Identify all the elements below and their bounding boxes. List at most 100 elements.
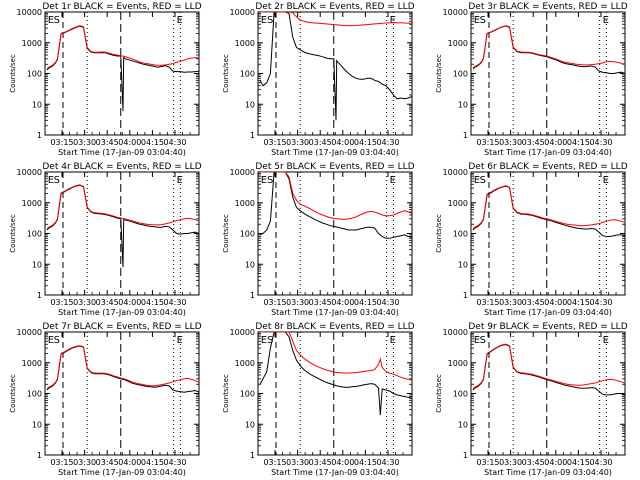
x-tick-label: 03:30 bbox=[499, 458, 522, 467]
x-tick-label: 03:30 bbox=[286, 458, 309, 467]
y-axis-label: Counts/sec bbox=[222, 214, 230, 253]
panel-title: Det 4r BLACK = Events, RED = LLD bbox=[42, 162, 201, 172]
detector-panel: Det 2r BLACK = Events, RED = LLD 1 10 100 10… bbox=[222, 2, 415, 157]
panel-title: Det 9r BLACK = Events, RED = LLD bbox=[468, 322, 627, 332]
x-tick-label: 03:30 bbox=[286, 138, 309, 147]
panel-title: Det 7r BLACK = Events, RED = LLD bbox=[42, 322, 201, 332]
series-line-lld bbox=[260, 172, 412, 220]
y-tick-label: 100 bbox=[453, 230, 468, 239]
x-axis-label: Start Time (17-Jan-09 03:04:40) bbox=[58, 308, 186, 317]
y-tick-label: 1 bbox=[463, 451, 468, 460]
panel-title: Det 6r BLACK = Events, RED = LLD bbox=[468, 162, 627, 172]
x-tick-label: 04:30 bbox=[163, 298, 186, 307]
series-line-events bbox=[46, 184, 199, 268]
series-line-lld bbox=[260, 12, 412, 27]
x-tick-label: 03:15 bbox=[50, 138, 73, 147]
x-tick-label: 04:30 bbox=[163, 458, 186, 467]
panel-title: Det 2r BLACK = Events, RED = LLD bbox=[255, 2, 414, 12]
y-tick-label: 1 bbox=[37, 291, 42, 300]
panel-title: Det 1r BLACK = Events, RED = LLD bbox=[42, 2, 201, 12]
y-tick-label: 100 bbox=[453, 390, 468, 399]
attenuator-annotation: S bbox=[480, 335, 486, 346]
x-tick-label: 04:00 bbox=[118, 138, 141, 147]
series-line-lld bbox=[46, 345, 199, 390]
attenuator-annotation: E bbox=[48, 15, 54, 26]
y-tick-label: 10 bbox=[32, 100, 42, 109]
y-tick-label: 1 bbox=[250, 451, 255, 460]
y-tick-label: 10 bbox=[458, 100, 468, 109]
x-tick-label: 03:15 bbox=[50, 458, 73, 467]
y-axis-label: Counts/sec bbox=[9, 374, 17, 413]
x-tick-label: 04:15 bbox=[354, 298, 377, 307]
y-tick-label: 100 bbox=[240, 70, 255, 79]
y-tick-label: 1000 bbox=[22, 199, 42, 208]
series-line-lld bbox=[260, 332, 412, 381]
panel-title: Det 3r BLACK = Events, RED = LLD bbox=[468, 2, 627, 12]
series-line-lld bbox=[472, 25, 625, 69]
y-tick-label: 10 bbox=[32, 420, 42, 429]
panel-title: Det 5r BLACK = Events, RED = LLD bbox=[255, 162, 414, 172]
y-tick-label: 10 bbox=[32, 260, 42, 269]
attenuator-annotation: E bbox=[474, 175, 480, 186]
x-tick-label: 04:00 bbox=[331, 458, 354, 467]
series-line-lld bbox=[46, 184, 199, 230]
y-tick-label: 10000 bbox=[17, 8, 42, 17]
x-axis-label: Start Time (17-Jan-09 03:04:40) bbox=[484, 308, 612, 317]
y-tick-label: 100 bbox=[27, 70, 42, 79]
x-tick-label: 03:45 bbox=[96, 458, 119, 467]
series-line-events bbox=[259, 332, 412, 416]
x-tick-label: 03:45 bbox=[96, 138, 119, 147]
y-tick-label: 100 bbox=[27, 230, 42, 239]
x-tick-label: 04:00 bbox=[118, 458, 141, 467]
y-tick-label: 1 bbox=[37, 131, 42, 140]
x-tick-label: 04:15 bbox=[567, 138, 590, 147]
attenuator-annotation: S bbox=[54, 335, 60, 346]
y-tick-label: 1000 bbox=[22, 359, 42, 368]
series-line-events bbox=[259, 12, 412, 121]
x-tick-label: 03:15 bbox=[476, 138, 499, 147]
x-tick-label: 03:15 bbox=[263, 458, 286, 467]
x-tick-label: 04:30 bbox=[163, 138, 186, 147]
y-tick-label: 1000 bbox=[235, 359, 255, 368]
x-axis-label: Start Time (17-Jan-09 03:04:40) bbox=[484, 148, 612, 157]
detector-panel: Det 4r BLACK = Events, RED = LLD 1 10 100 10… bbox=[9, 162, 202, 317]
y-tick-label: 1000 bbox=[448, 39, 468, 48]
attenuator-annotation: E bbox=[390, 175, 396, 186]
detector-panel: Det 9r BLACK = Events, RED = LLD 1 10 100 10… bbox=[435, 322, 628, 477]
y-tick-label: 10000 bbox=[230, 8, 255, 17]
x-tick-label: 04:15 bbox=[354, 138, 377, 147]
attenuator-annotation: S bbox=[480, 175, 486, 186]
x-tick-label: 04:15 bbox=[354, 458, 377, 467]
y-tick-label: 1 bbox=[250, 131, 255, 140]
series-line-events bbox=[259, 172, 412, 239]
series-line-events bbox=[46, 25, 199, 112]
x-tick-label: 04:15 bbox=[567, 298, 590, 307]
x-tick-label: 04:00 bbox=[331, 138, 354, 147]
x-tick-label: 04:00 bbox=[544, 298, 567, 307]
y-tick-label: 1 bbox=[463, 291, 468, 300]
x-tick-label: 03:30 bbox=[73, 138, 96, 147]
y-axis-label: Counts/sec bbox=[222, 54, 230, 93]
x-tick-label: 03:15 bbox=[263, 298, 286, 307]
x-tick-label: 03:15 bbox=[476, 458, 499, 467]
attenuator-annotation: E bbox=[48, 335, 54, 346]
x-tick-label: 03:45 bbox=[522, 138, 545, 147]
y-tick-label: 1 bbox=[37, 451, 42, 460]
y-axis-label: Counts/sec bbox=[9, 214, 17, 253]
x-tick-label: 04:00 bbox=[118, 298, 141, 307]
detector-panel: Det 6r BLACK = Events, RED = LLD 1 10 100 10… bbox=[435, 162, 628, 317]
x-axis-label: Start Time (17-Jan-09 03:04:40) bbox=[58, 148, 186, 157]
attenuator-annotation: E bbox=[390, 15, 396, 26]
y-axis-label: Counts/sec bbox=[222, 374, 230, 413]
attenuator-annotation: ES bbox=[261, 15, 274, 26]
series-line-lld bbox=[472, 185, 625, 230]
y-tick-label: 10 bbox=[458, 420, 468, 429]
detector-panel: Det 1r BLACK = Events, RED = LLD 1 10 100 10… bbox=[9, 2, 202, 157]
x-tick-label: 04:30 bbox=[376, 458, 399, 467]
x-tick-label: 04:30 bbox=[589, 138, 612, 147]
x-tick-label: 04:30 bbox=[376, 298, 399, 307]
y-tick-label: 100 bbox=[240, 230, 255, 239]
x-tick-label: 04:15 bbox=[141, 298, 164, 307]
panel-title: Det 8r BLACK = Events, RED = LLD bbox=[255, 322, 414, 332]
x-tick-label: 04:15 bbox=[567, 458, 590, 467]
